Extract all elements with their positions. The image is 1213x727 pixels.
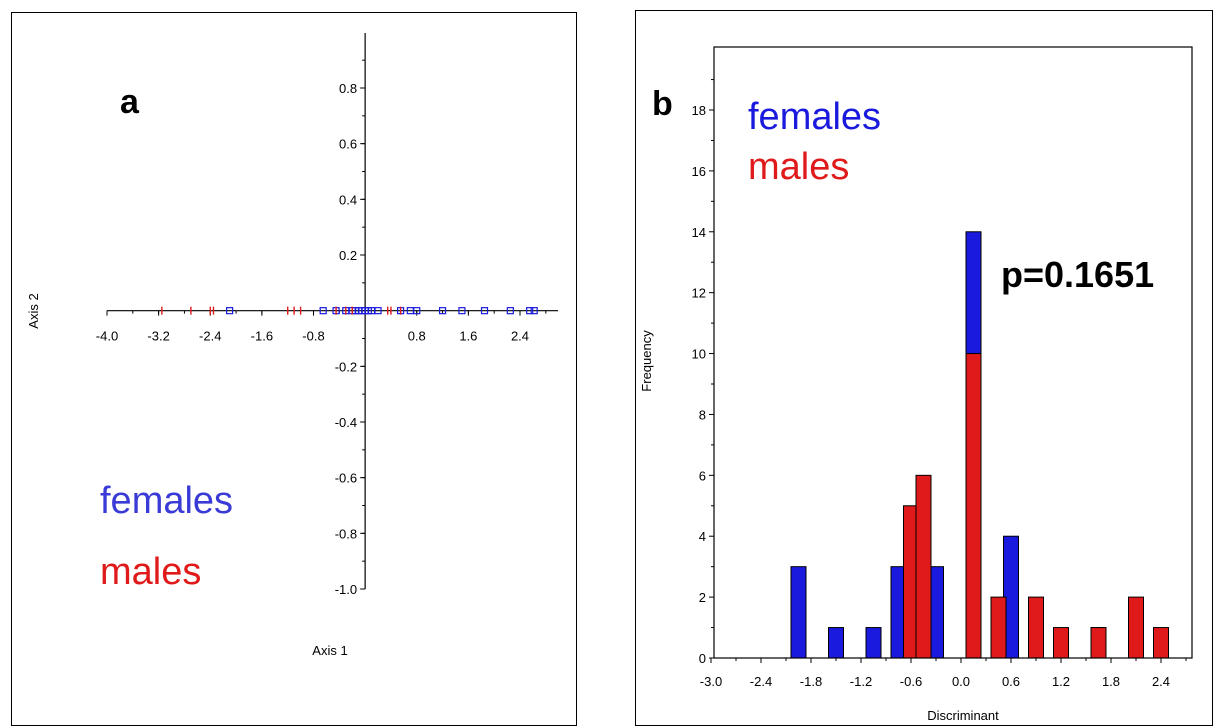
y-tick-label-b: 4 (699, 529, 706, 544)
female-bar (790, 566, 807, 659)
y-tick-label-b: 16 (692, 164, 706, 179)
x-tick-label-a: 0.8 (408, 329, 426, 344)
y-axis-label-b: Frequency (639, 330, 654, 392)
y-tick-label-a: -0.6 (335, 471, 357, 486)
male-bar (1128, 596, 1144, 659)
y-tick-label-a: -1.0 (335, 582, 357, 597)
x-tick-label-a: 2.4 (511, 329, 529, 344)
x-tick-label-b: -0.6 (900, 674, 922, 689)
y-tick-label-b: 8 (699, 407, 706, 422)
chart-panel-a: a -4.0 -3.2 -2.4 -1.6 -0.8 0.8 1.6 2.4 0.8 0.6 0.4… (11, 12, 577, 726)
y-tick-label-b: 0 (699, 651, 706, 666)
male-bar (990, 596, 1007, 659)
x-tick-label-b: 1.2 (1052, 674, 1070, 689)
female-point (480, 307, 489, 315)
x-tick-label-b: -2.4 (750, 674, 772, 689)
female-point (506, 307, 514, 315)
x-tick-label-b: 0.0 (952, 674, 970, 689)
male-bar (1028, 596, 1044, 659)
y-tick-label-b: 6 (699, 468, 706, 483)
male-bar (1090, 627, 1107, 659)
y-tick-label-b: 14 (692, 225, 706, 240)
panel-letter-b: b (652, 85, 673, 123)
x-tick-label-a: -3.2 (147, 329, 169, 344)
y-tick-label-a: 0.8 (339, 81, 357, 96)
x-tick-label-b: 1.8 (1102, 674, 1120, 689)
y-tick-label-b: 10 (692, 347, 706, 362)
male-bar (1053, 627, 1069, 659)
y-tick-label-a: -0.8 (335, 526, 357, 541)
x-tick-label-b: 2.4 (1152, 674, 1170, 689)
female-point (530, 307, 538, 315)
female-point (226, 307, 234, 315)
x-axis-label-a: Axis 1 (312, 643, 347, 658)
chart-panel-b: b -3.0 -2.4 -1.8 -1.2 -0.6 0.0 0.6 1.2 1.8 2.4 0 2 4… (635, 10, 1213, 726)
x-tick-label-b: -1.8 (800, 674, 822, 689)
legend-females-b: females (748, 96, 881, 138)
x-tick-label-a: -1.6 (251, 329, 273, 344)
x-tick-label-a: -0.8 (302, 329, 324, 344)
female-bar (828, 627, 844, 659)
panel-letter-a: a (120, 83, 140, 121)
female-point (319, 307, 327, 315)
male-bar (915, 474, 932, 659)
p-value-annotation: p=0.1651 (1001, 254, 1154, 295)
female-point (458, 307, 466, 315)
x-tick-label-a: 1.6 (459, 329, 477, 344)
female-bar (865, 627, 882, 659)
male-bar (1153, 627, 1169, 659)
female-point (438, 307, 447, 315)
scatter-plot-a: a -4.0 -3.2 -2.4 -1.6 -0.8 0.8 1.6 2.4 0.8 0.6 0.4… (26, 33, 558, 658)
plot-frame-b (713, 46, 1193, 659)
x-axis-label-b: Discriminant (927, 708, 999, 723)
x-tick-label-b: -3.0 (700, 674, 722, 689)
y-tick-label-b: 12 (692, 286, 706, 301)
legend-males-b: males (748, 146, 849, 188)
female-point (413, 307, 421, 315)
legend-females-a: females (100, 480, 233, 522)
x-tick-label-b: -1.2 (850, 674, 872, 689)
y-tick-label-a: -0.4 (335, 415, 357, 430)
y-tick-label-a: 0.2 (339, 248, 357, 263)
y-tick-label-a: 0.6 (339, 137, 357, 152)
female-point (526, 307, 534, 315)
y-tick-label-a: 0.4 (339, 192, 357, 207)
y-tick-label-a: -0.2 (335, 359, 357, 374)
x-tick-label-a: -4.0 (96, 329, 118, 344)
y-axis-label-a: Axis 2 (26, 293, 41, 328)
histogram-b: b -3.0 -2.4 -1.8 -1.2 -0.6 0.0 0.6 1.2 1.8 2.4 0 2 4… (639, 46, 1193, 723)
x-tick-label-b: 0.6 (1002, 674, 1020, 689)
legend-males-a: males (100, 551, 201, 593)
y-tick-label-b: 2 (699, 590, 706, 605)
female-point (374, 307, 382, 315)
x-tick-label-a: -2.4 (199, 329, 221, 344)
male-bar (965, 353, 982, 659)
y-tick-label-b: 18 (692, 103, 706, 118)
